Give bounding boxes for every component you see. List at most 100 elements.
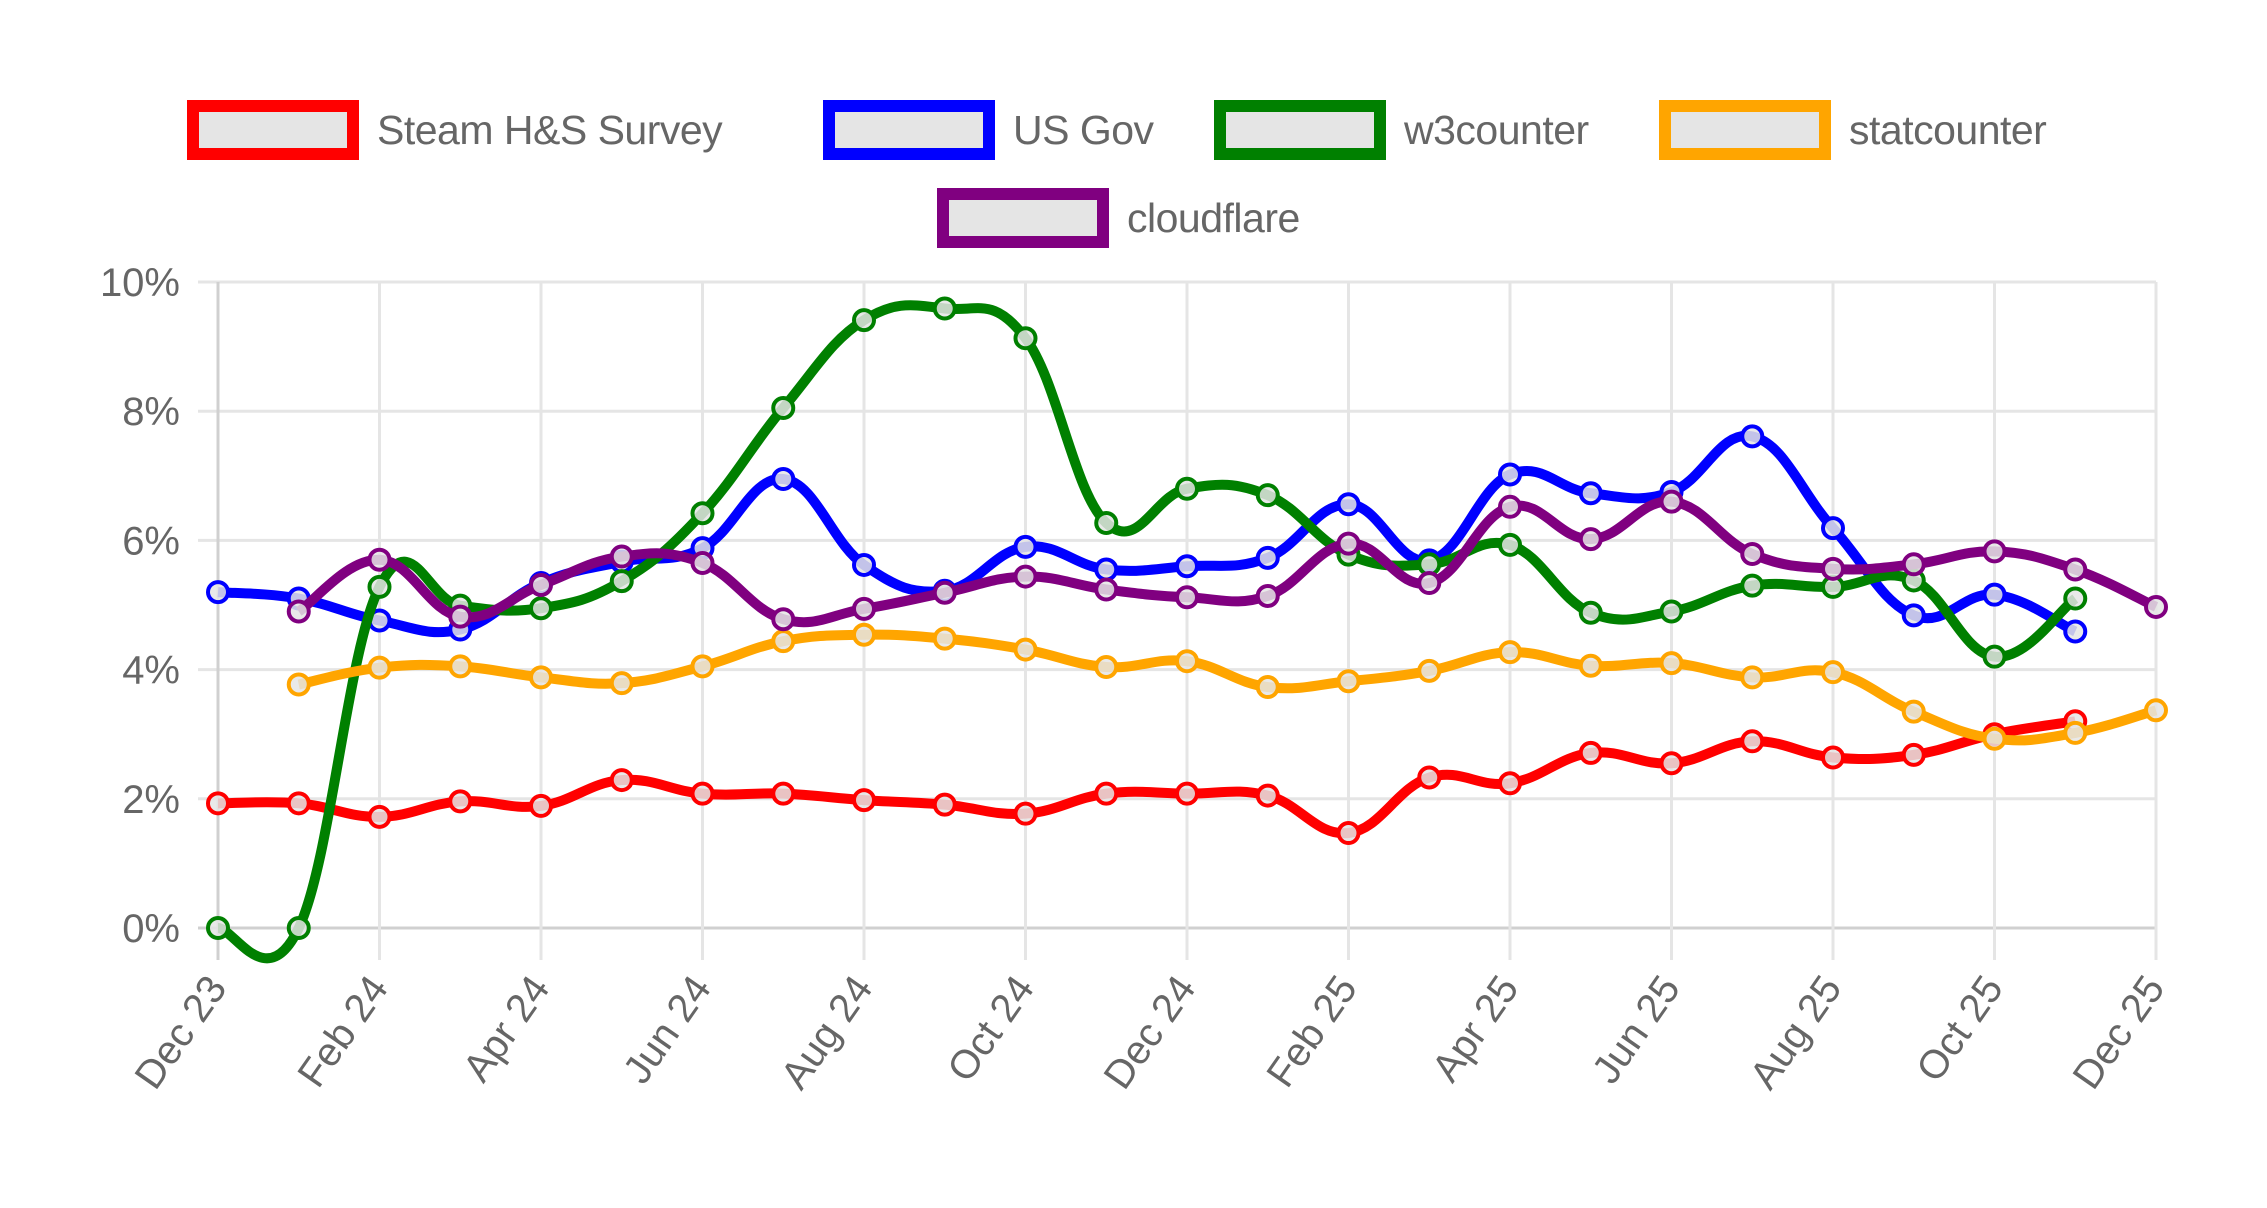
data-point[interactable] bbox=[529, 572, 553, 597]
data-point[interactable] bbox=[1013, 564, 1038, 589]
data-point[interactable] bbox=[690, 781, 715, 806]
data-point[interactable] bbox=[771, 781, 796, 806]
data-point[interactable] bbox=[1255, 545, 1280, 570]
data-point[interactable] bbox=[367, 804, 392, 829]
data-point[interactable] bbox=[1255, 675, 1280, 700]
data-point[interactable] bbox=[1740, 729, 1765, 754]
data-point[interactable] bbox=[852, 596, 876, 621]
legend-item-steam[interactable]: Steam H&S Survey bbox=[187, 100, 723, 160]
data-point[interactable] bbox=[1013, 637, 1038, 662]
data-point[interactable] bbox=[1013, 801, 1038, 826]
data-point[interactable] bbox=[1094, 557, 1119, 582]
data-point[interactable] bbox=[1901, 603, 1926, 628]
data-point[interactable] bbox=[529, 596, 553, 621]
data-point[interactable] bbox=[529, 665, 553, 690]
data-point[interactable] bbox=[1659, 599, 1684, 624]
data-point[interactable] bbox=[690, 551, 715, 576]
data-point[interactable] bbox=[367, 574, 392, 599]
data-point[interactable] bbox=[1094, 655, 1119, 680]
data-point[interactable] bbox=[1578, 481, 1603, 506]
data-point[interactable] bbox=[1255, 483, 1280, 508]
data-point[interactable] bbox=[1255, 783, 1280, 808]
legend-item-statcounter[interactable]: statcounter bbox=[1659, 100, 2047, 160]
data-point[interactable] bbox=[690, 501, 715, 526]
data-point[interactable] bbox=[206, 580, 230, 605]
data-point[interactable] bbox=[690, 654, 715, 679]
data-point[interactable] bbox=[1578, 740, 1603, 765]
data-point[interactable] bbox=[1740, 573, 1765, 598]
data-point[interactable] bbox=[1982, 726, 2007, 751]
data-point[interactable] bbox=[1094, 510, 1119, 535]
data-point[interactable] bbox=[1578, 527, 1603, 552]
data-point[interactable] bbox=[1740, 541, 1765, 566]
data-point[interactable] bbox=[1094, 577, 1119, 602]
data-point[interactable] bbox=[609, 544, 634, 569]
data-point[interactable] bbox=[2063, 557, 2088, 582]
data-point[interactable] bbox=[206, 916, 230, 940]
data-point[interactable] bbox=[1740, 424, 1765, 449]
data-point[interactable] bbox=[932, 792, 957, 817]
data-point[interactable] bbox=[852, 788, 876, 813]
data-point[interactable] bbox=[1982, 539, 2007, 564]
data-point[interactable] bbox=[2144, 698, 2168, 723]
data-point[interactable] bbox=[1498, 494, 1522, 519]
data-point[interactable] bbox=[1901, 699, 1926, 724]
data-point[interactable] bbox=[1982, 644, 2007, 669]
data-point[interactable] bbox=[2144, 594, 2168, 619]
data-point[interactable] bbox=[1013, 534, 1038, 559]
data-point[interactable] bbox=[771, 467, 796, 492]
data-point[interactable] bbox=[852, 552, 876, 577]
data-point[interactable] bbox=[2063, 720, 2088, 745]
data-point[interactable] bbox=[1094, 781, 1119, 806]
data-point[interactable] bbox=[771, 607, 796, 632]
data-point[interactable] bbox=[1578, 653, 1603, 678]
data-point[interactable] bbox=[1659, 751, 1684, 776]
data-point[interactable] bbox=[932, 296, 957, 321]
data-point[interactable] bbox=[932, 626, 957, 651]
data-point[interactable] bbox=[448, 789, 473, 814]
data-point[interactable] bbox=[1821, 660, 1845, 685]
data-point[interactable] bbox=[286, 672, 311, 697]
data-point[interactable] bbox=[1336, 531, 1361, 556]
data-point[interactable] bbox=[609, 671, 634, 696]
data-point[interactable] bbox=[852, 622, 876, 647]
data-point[interactable] bbox=[932, 580, 957, 605]
data-point[interactable] bbox=[1498, 771, 1522, 796]
data-point[interactable] bbox=[1659, 651, 1684, 676]
data-point[interactable] bbox=[1255, 583, 1280, 608]
data-point[interactable] bbox=[1417, 571, 1442, 596]
data-point[interactable] bbox=[1175, 554, 1199, 579]
data-point[interactable] bbox=[1821, 745, 1845, 770]
legend-item-cloudflare[interactable]: cloudflare bbox=[937, 188, 1300, 248]
data-point[interactable] bbox=[448, 604, 473, 629]
data-point[interactable] bbox=[1175, 781, 1199, 806]
legend-item-us-gov[interactable]: US Gov bbox=[823, 100, 1154, 160]
data-point[interactable] bbox=[1901, 552, 1926, 577]
data-point[interactable] bbox=[286, 916, 311, 940]
data-point[interactable] bbox=[1336, 821, 1361, 846]
data-point[interactable] bbox=[206, 791, 230, 816]
data-point[interactable] bbox=[1175, 585, 1199, 610]
data-point[interactable] bbox=[1175, 476, 1199, 501]
data-point[interactable] bbox=[367, 655, 392, 680]
data-point[interactable] bbox=[1175, 649, 1199, 674]
data-point[interactable] bbox=[1982, 582, 2007, 607]
data-point[interactable] bbox=[2063, 619, 2088, 644]
data-point[interactable] bbox=[1336, 669, 1361, 694]
data-point[interactable] bbox=[1417, 765, 1442, 790]
data-point[interactable] bbox=[852, 308, 876, 333]
data-point[interactable] bbox=[609, 768, 634, 793]
data-point[interactable] bbox=[1336, 492, 1361, 517]
data-point[interactable] bbox=[1901, 742, 1926, 767]
data-point[interactable] bbox=[1417, 658, 1442, 683]
data-point[interactable] bbox=[2063, 586, 2088, 611]
data-point[interactable] bbox=[286, 791, 311, 816]
data-point[interactable] bbox=[1498, 640, 1522, 665]
data-point[interactable] bbox=[1013, 326, 1038, 351]
data-point[interactable] bbox=[1821, 556, 1845, 581]
data-point[interactable] bbox=[367, 547, 392, 572]
data-point[interactable] bbox=[771, 395, 796, 420]
data-point[interactable] bbox=[529, 793, 553, 818]
data-point[interactable] bbox=[1740, 665, 1765, 690]
data-point[interactable] bbox=[1659, 489, 1684, 514]
